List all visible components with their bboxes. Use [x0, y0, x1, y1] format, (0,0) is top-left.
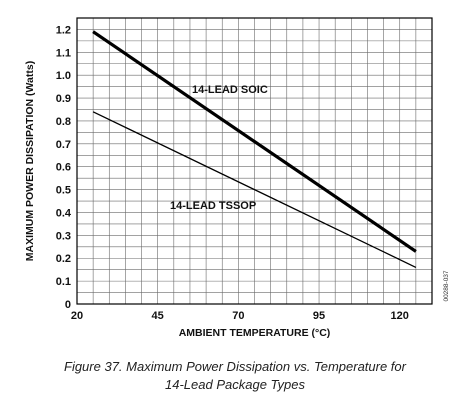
figure-id: 00288-037 [443, 270, 450, 301]
y-tick-label: 0.2 [56, 253, 71, 265]
x-axis-title: AMBIENT TEMPERATURE (°C) [179, 327, 331, 339]
y-tick-label: 0.1 [56, 276, 71, 288]
y-axis-title: MAXIMUM POWER DISSIPATION (Watts) [24, 61, 36, 261]
y-tick-label: 0.4 [56, 207, 72, 219]
series-label-soic: 14-LEAD SOIC [192, 84, 268, 96]
y-tick-label: 1.0 [56, 70, 71, 82]
x-tick-label: 95 [313, 310, 325, 322]
y-tick-label: 0 [65, 299, 71, 311]
x-tick-labels: 20 45 70 95 120 [71, 310, 409, 322]
grid [77, 18, 432, 304]
series-line-soic [92, 30, 417, 253]
series-label-tssop: 14-LEAD TSSOP [170, 200, 256, 212]
y-tick-label: 0.6 [56, 162, 71, 174]
plot-frame [76, 17, 433, 305]
y-tick-label: 1.1 [56, 47, 71, 59]
y-tick-labels: 0 0.1 0.2 0.3 0.4 0.5 0.6 0.7 0.8 0.9 1.0 1.1 1.2 [56, 24, 72, 311]
y-tick-label: 1.2 [56, 24, 71, 36]
series-line-tssop [92, 111, 417, 268]
x-tick-label: 20 [71, 310, 83, 322]
x-tick-label: 70 [232, 310, 244, 322]
y-tick-label: 0.5 [56, 185, 71, 197]
series-lines [92, 30, 417, 268]
x-tick-label: 120 [391, 310, 409, 322]
caption-line-1: Figure 37. Maximum Power Dissipation vs.… [64, 359, 406, 374]
y-tick-label: 0.9 [56, 93, 71, 105]
x-tick-label: 45 [152, 310, 164, 322]
y-tick-label: 0.7 [56, 139, 71, 151]
figure-caption: Figure 37. Maximum Power Dissipation vs.… [0, 358, 470, 394]
y-tick-label: 0.3 [56, 230, 71, 242]
caption-line-2: 14-Lead Package Types [165, 377, 305, 392]
y-tick-label: 0.8 [56, 116, 71, 128]
